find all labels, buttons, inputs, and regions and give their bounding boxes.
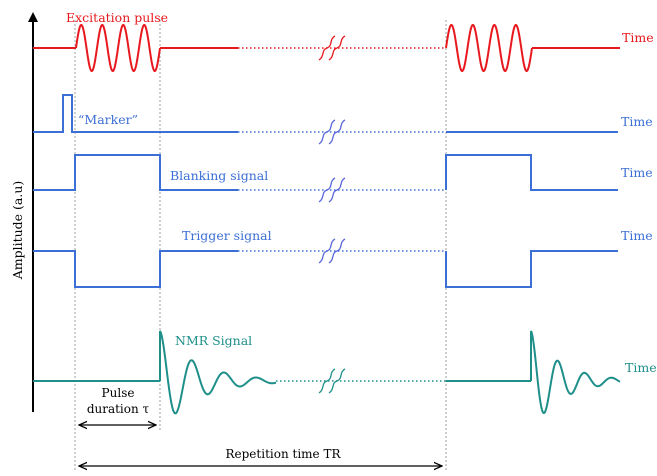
- axis-break-marks: [318, 35, 346, 394]
- repetition-time-annotation: Repetition time TR: [79, 447, 442, 466]
- break-squiggle: [328, 368, 346, 394]
- excitation-label: Excitation pulse: [66, 10, 168, 25]
- y-axis-label: Amplitude (a.u): [10, 181, 25, 281]
- nmr-fid-1: [159, 330, 277, 415]
- break-squiggle: [328, 35, 346, 61]
- trigger-time-label: Time: [621, 228, 653, 243]
- pulse-duration-annotation: Pulse duration τ: [79, 382, 156, 425]
- break-squiggle: [318, 368, 336, 394]
- marker-trace: “Marker” Time: [33, 94, 653, 133]
- nmr-fid-2: [530, 330, 621, 415]
- excitation-trace: Excitation pulse Time: [33, 10, 654, 72]
- break-squiggle: [328, 238, 346, 264]
- marker-pulse: [33, 94, 238, 133]
- repetition-time-label: Repetition time TR: [225, 447, 341, 461]
- excitation-pulse-1: [75, 24, 161, 72]
- trigger-trace: Trigger signal Time: [33, 228, 653, 288]
- marker-label: “Marker”: [78, 112, 138, 127]
- blanking-waveform-2: [445, 154, 618, 191]
- break-squiggle: [318, 119, 336, 145]
- nmr-trace: NMR Signal Time: [33, 330, 657, 415]
- blanking-waveform-1: [33, 154, 238, 191]
- pulse-duration-line2: duration τ: [87, 402, 150, 416]
- break-squiggle: [328, 119, 346, 145]
- excitation-pulse-2: [445, 24, 533, 72]
- marker-time-label: Time: [621, 114, 653, 129]
- break-squiggle: [318, 238, 336, 264]
- nmr-label: NMR Signal: [175, 333, 252, 348]
- pulse-duration-mask: [84, 382, 154, 412]
- break-squiggle: [328, 177, 346, 203]
- break-squiggle: [318, 35, 336, 61]
- trigger-label: Trigger signal: [182, 228, 272, 243]
- trigger-waveform-1: [33, 250, 238, 288]
- blanking-time-label: Time: [621, 165, 653, 180]
- pulse-duration-line1: Pulse: [102, 386, 135, 400]
- blanking-label: Blanking signal: [170, 168, 268, 183]
- blanking-trace: Blanking signal Time: [33, 154, 653, 191]
- nmr-time-label: Time: [625, 360, 657, 375]
- excitation-time-label: Time: [622, 30, 654, 45]
- y-axis-arrowhead: [28, 12, 38, 22]
- break-squiggle: [318, 177, 336, 203]
- trigger-waveform-2: [445, 250, 618, 288]
